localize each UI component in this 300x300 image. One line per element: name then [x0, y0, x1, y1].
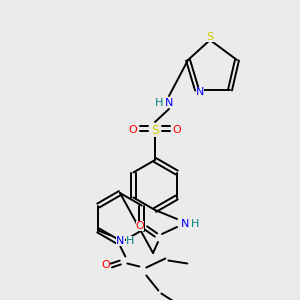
Text: N: N [181, 219, 189, 229]
Text: O: O [129, 125, 137, 135]
Text: O: O [172, 125, 182, 135]
Text: S: S [206, 32, 214, 42]
Text: H: H [155, 98, 163, 108]
Text: O: O [101, 260, 110, 271]
Text: S: S [151, 124, 159, 136]
Text: H: H [126, 236, 134, 245]
Text: N: N [116, 236, 124, 245]
Text: N: N [196, 87, 204, 97]
Text: O: O [136, 221, 144, 231]
Text: H: H [191, 219, 199, 229]
Text: N: N [165, 98, 173, 108]
